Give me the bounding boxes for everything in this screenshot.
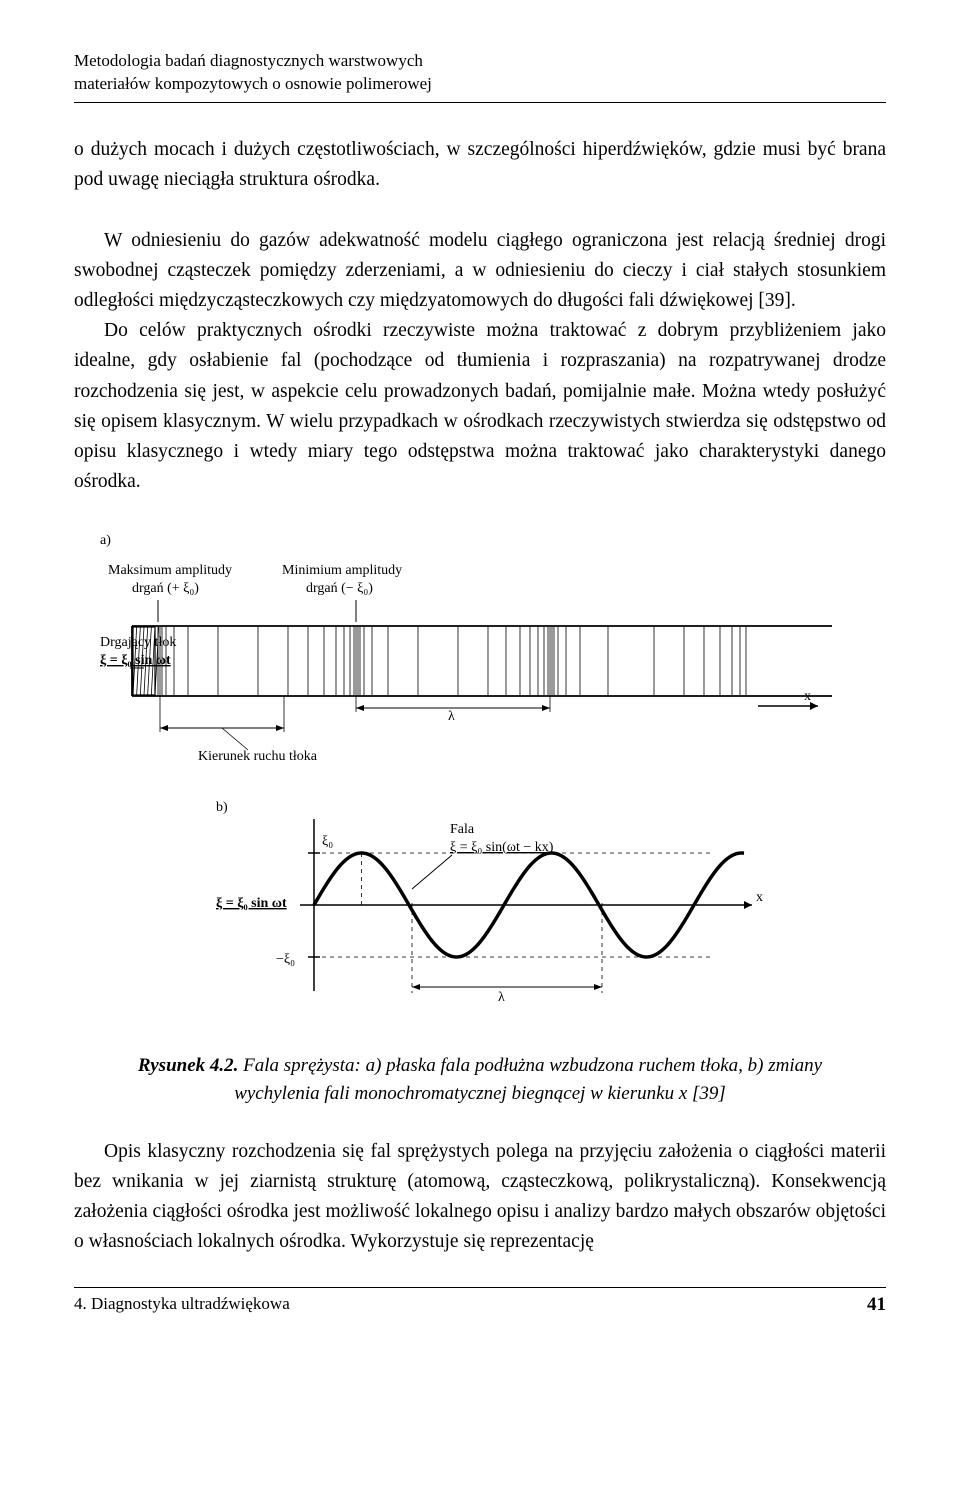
figure-a-svg: a) Maksimum amplitudy drgań (+ ξ₀) Minim… [98, 528, 838, 768]
figure-b-letter: b) [216, 800, 228, 815]
para-3: Do celów praktycznych ośrodki rzeczywist… [74, 320, 886, 492]
dimension-lambda-b [412, 984, 602, 990]
para-1: o dużych mocach i dużych częstotliwościa… [74, 139, 886, 190]
running-header: Metodologia badań diagnostycznych warstw… [74, 50, 886, 96]
body-text-block: o dużych mocach i dużych częstotliwościa… [74, 135, 886, 498]
label-fala: Fala [450, 822, 475, 837]
label-direction: Kierunek ruchu tłoka [198, 749, 318, 764]
figure-4-2-a: a) Maksimum amplitudy drgań (+ ξ₀) Minim… [98, 528, 838, 773]
label-max-amplitude-2: drgań (+ ξ₀) [132, 581, 199, 596]
page: Metodologia badań diagnostycznych warstw… [0, 0, 960, 1492]
figure-a-letter: a) [100, 533, 111, 548]
label-piston: Drgający tłok [100, 635, 176, 650]
caption-label: Rysunek 4.2. [138, 1055, 238, 1076]
figure-4-2-b: b) x ξ₀ −ξ₀ ξ = ξ₀ sin ωt Fala ξ = ξ₀ si… [214, 795, 774, 1030]
para-2: W odniesieniu do gazów adekwatność model… [74, 230, 886, 311]
figure-caption: Rysunek 4.2. Fala sprężysta: a) płaska f… [104, 1052, 856, 1109]
lambda-label-a: λ [448, 709, 455, 724]
lambda-label-b: λ [498, 990, 505, 1005]
label-max-amplitude: Maksimum amplitudy [108, 563, 232, 578]
figure-b-svg: b) x ξ₀ −ξ₀ ξ = ξ₀ sin ωt Fala ξ = ξ₀ si… [214, 795, 774, 1025]
dimension-direction [160, 696, 284, 750]
label-fala-eq: ξ = ξ₀ sin(ωt − kx) [450, 840, 554, 855]
label-min-amplitude: Minimium amplitudy [282, 563, 402, 578]
header-line-2: materiałów kompozytowych o osnowie polim… [74, 73, 886, 96]
header-line-1: Metodologia badań diagnostycznych warstw… [74, 50, 886, 73]
x-axis-a: x [804, 689, 811, 704]
x-axis-b: x [756, 890, 763, 905]
footer: 4. Diagnostyka ultradźwiękowa 41 [74, 1294, 886, 1316]
body-text-block-2: Opis klasyczny rozchodzenia się fal sprę… [74, 1137, 886, 1258]
label-min-amplitude-2: drgań (− ξ₀) [306, 581, 373, 596]
ksi0-minus: −ξ₀ [276, 952, 295, 967]
eq-left: ξ = ξ₀ sin ωt [216, 896, 287, 911]
header-rule [74, 102, 886, 103]
ksi0-plus: ξ₀ [322, 834, 333, 849]
caption-text: Fala sprężysta: a) płaska fala podłużna … [234, 1055, 822, 1105]
page-number: 41 [867, 1294, 886, 1316]
zero-cross-lines [362, 853, 603, 993]
tube [132, 626, 832, 696]
para-4: Opis klasyczny rozchodzenia się fal sprę… [74, 1141, 886, 1253]
footer-rule [74, 1287, 886, 1288]
footer-chapter: 4. Diagnostyka ultradźwiękowa [74, 1294, 290, 1316]
